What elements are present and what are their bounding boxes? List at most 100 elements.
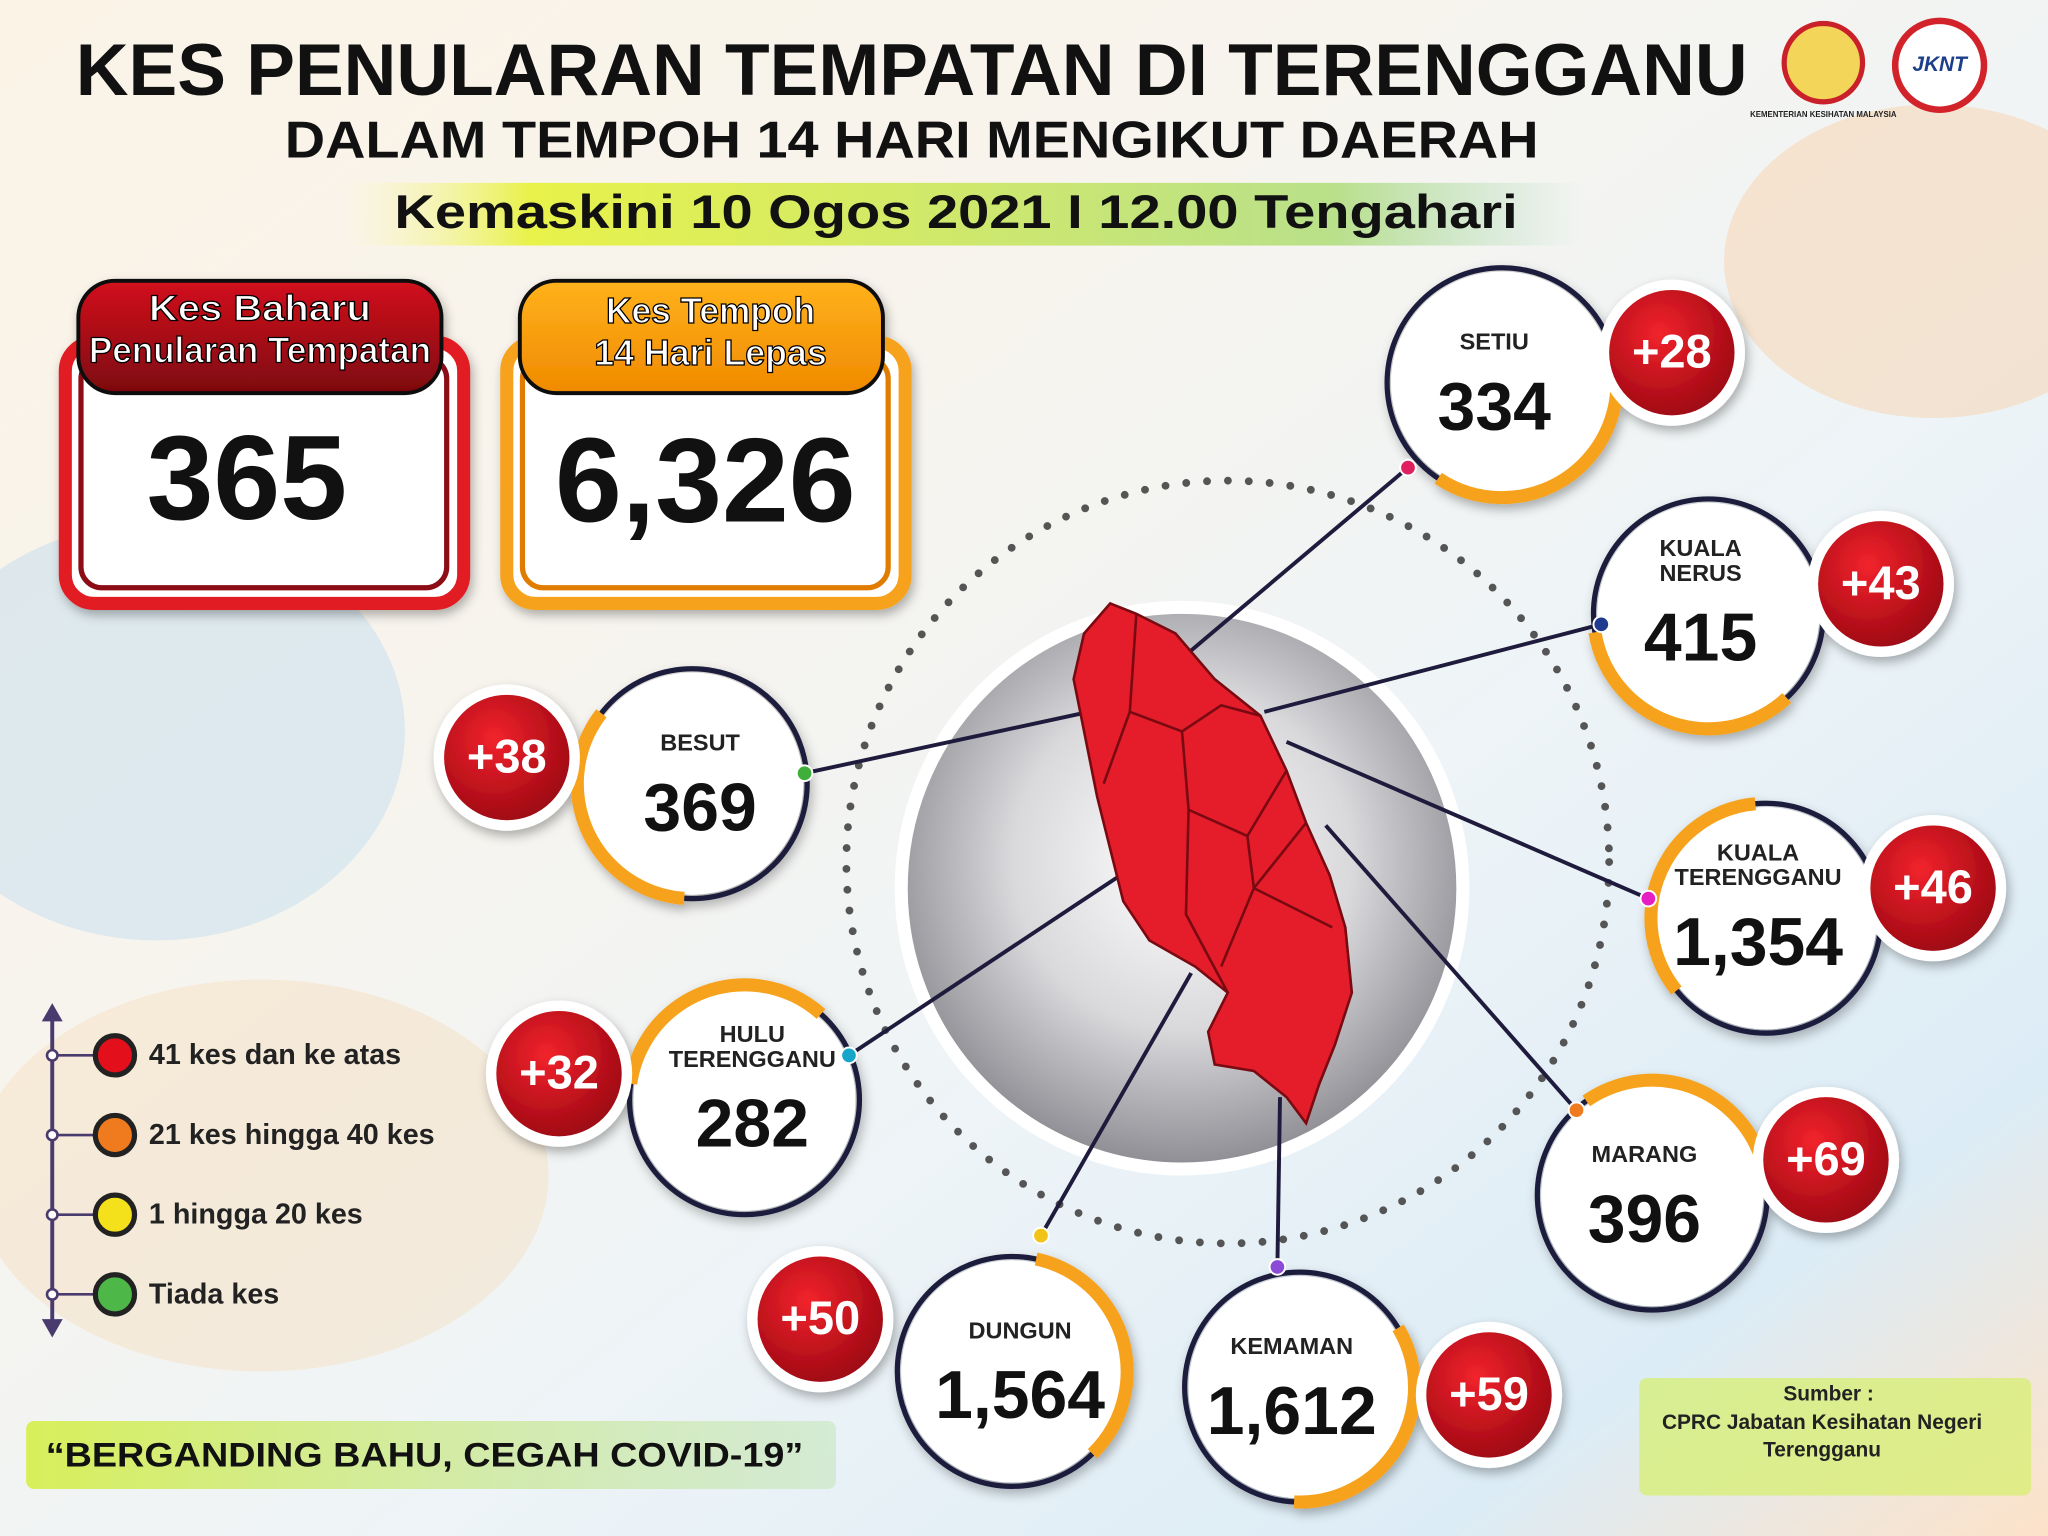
link-line bbox=[1275, 1097, 1282, 1267]
map bbox=[1072, 601, 1354, 1127]
summary-label: Penularan Tempatan bbox=[89, 329, 431, 370]
watercolor bbox=[0, 979, 549, 1372]
district-circle bbox=[1597, 502, 1820, 725]
badge bbox=[1763, 1097, 1889, 1223]
district bbox=[1530, 1073, 1900, 1317]
legend: 41 kes dan ke atas 21 kes hingga 40 kes 1 … bbox=[41, 1003, 435, 1338]
district-name: BESUT bbox=[660, 730, 740, 756]
legend-label: 41 kes dan ke atas bbox=[149, 1039, 401, 1071]
district-total: 415 bbox=[1644, 601, 1757, 676]
district-new: +43 bbox=[1841, 556, 1921, 609]
summary-value: 6,326 bbox=[555, 414, 856, 548]
logo-text: JKNT bbox=[1912, 53, 1969, 76]
legend-swatch bbox=[92, 1272, 138, 1317]
dotted-ring bbox=[842, 476, 1614, 1248]
district-new: +46 bbox=[1893, 860, 1973, 913]
summary-label: Kes Tempoh bbox=[606, 290, 815, 331]
district bbox=[1586, 492, 1954, 736]
district-total: 1,564 bbox=[935, 1358, 1105, 1433]
logo bbox=[1891, 17, 1988, 113]
legend-swatch bbox=[92, 1112, 138, 1158]
link-dot bbox=[1639, 889, 1658, 908]
district-arc bbox=[1178, 1265, 1422, 1509]
link-line bbox=[847, 876, 1118, 1057]
legend-label: 21 kes hingga 40 kes bbox=[149, 1119, 435, 1151]
updated: Kemaskini 10 Ogos 2021 I 12.00 Tengahari bbox=[394, 185, 1517, 238]
summary-new bbox=[58, 278, 471, 610]
district-total: 1,354 bbox=[1673, 905, 1843, 980]
summary-label: Kes Baharu bbox=[149, 288, 371, 329]
legend-swatch bbox=[92, 1033, 138, 1078]
legend-label: Tiada kes bbox=[149, 1278, 279, 1310]
legend-node bbox=[45, 1287, 59, 1301]
legend-swatch bbox=[92, 1192, 138, 1237]
logo bbox=[1781, 20, 1866, 105]
legend-label: 1 hingga 20 kes bbox=[149, 1199, 363, 1231]
district-new: +38 bbox=[467, 730, 547, 783]
district-total: 1,612 bbox=[1207, 1374, 1377, 1449]
district-total: 369 bbox=[643, 770, 756, 845]
district-new: +28 bbox=[1632, 325, 1712, 378]
district-name: TERENGGANU bbox=[1674, 864, 1841, 890]
link-dot bbox=[795, 764, 814, 783]
district bbox=[747, 1246, 1134, 1493]
district-circle bbox=[1391, 271, 1614, 494]
title: KES PENULARAN TEMPATAN DI TERENGGANU bbox=[76, 30, 1748, 111]
link-line bbox=[1263, 622, 1602, 714]
summary-label: 14 Hari Lepas bbox=[594, 332, 826, 373]
link-line bbox=[1039, 972, 1193, 1237]
link-dot bbox=[1399, 458, 1417, 477]
district-new: +50 bbox=[780, 1291, 860, 1344]
district-circle bbox=[901, 1260, 1124, 1483]
link-dot bbox=[1032, 1226, 1050, 1245]
badge bbox=[1818, 521, 1944, 647]
district-circle bbox=[1541, 1084, 1764, 1307]
subtitle: DALAM TEMPOH 14 HARI MENGIKUT DAERAH bbox=[285, 111, 1539, 169]
watercolor bbox=[0, 522, 405, 941]
link-dot bbox=[1268, 1258, 1287, 1276]
source-text: CPRC Jabatan Kesihatan Negeri bbox=[1662, 1411, 1982, 1434]
district-name: SETIU bbox=[1460, 329, 1529, 355]
district-name: KUALA bbox=[1717, 839, 1799, 865]
district-circle bbox=[1188, 1276, 1411, 1499]
backdrop-ring bbox=[894, 600, 1470, 1176]
link-dot bbox=[1592, 615, 1611, 634]
source-bg bbox=[1639, 1377, 2032, 1496]
badge bbox=[1609, 289, 1735, 416]
badge bbox=[757, 1256, 883, 1382]
source-label: Sumber : bbox=[1783, 1382, 1873, 1405]
district-name: KEMAMAN bbox=[1230, 1333, 1353, 1359]
link-line bbox=[1324, 824, 1578, 1112]
district-name: TERENGGANU bbox=[669, 1046, 836, 1072]
logo-text: KEMENTERIAN KESIHATAN MALAYSIA bbox=[1750, 110, 1897, 119]
summary-value: 365 bbox=[147, 411, 347, 545]
district bbox=[433, 662, 814, 906]
district-new: +32 bbox=[519, 1046, 599, 1099]
district-total: 396 bbox=[1588, 1182, 1701, 1257]
district-new: +59 bbox=[1449, 1367, 1529, 1420]
link-dot bbox=[1567, 1101, 1586, 1120]
district-name: NERUS bbox=[1659, 560, 1741, 586]
district-total: 334 bbox=[1438, 369, 1552, 444]
summary-period bbox=[500, 278, 912, 610]
watercolor bbox=[1724, 104, 2048, 418]
badge bbox=[496, 1010, 622, 1137]
district-new: +69 bbox=[1786, 1132, 1866, 1185]
map-borders bbox=[1102, 613, 1333, 994]
slogan: “BERGANDING BAHU, CEGAH COVID-19” bbox=[46, 1437, 804, 1475]
district-name: MARANG bbox=[1592, 1141, 1698, 1167]
districts: SETIU334+28KUALANERUS415+43BESUT369+38KU… bbox=[433, 261, 2007, 1509]
link-line bbox=[1189, 466, 1410, 652]
district-circle bbox=[633, 988, 856, 1211]
badge bbox=[1870, 825, 1996, 951]
district bbox=[1380, 261, 1745, 505]
slogan-bg bbox=[26, 1421, 836, 1489]
district-name: HULU bbox=[720, 1021, 785, 1047]
district-name: KUALA bbox=[1659, 535, 1741, 561]
badge bbox=[1426, 1332, 1552, 1458]
link-dot bbox=[840, 1046, 858, 1065]
district bbox=[485, 978, 866, 1222]
legend-node bbox=[45, 1208, 59, 1222]
district-circle bbox=[581, 672, 804, 895]
